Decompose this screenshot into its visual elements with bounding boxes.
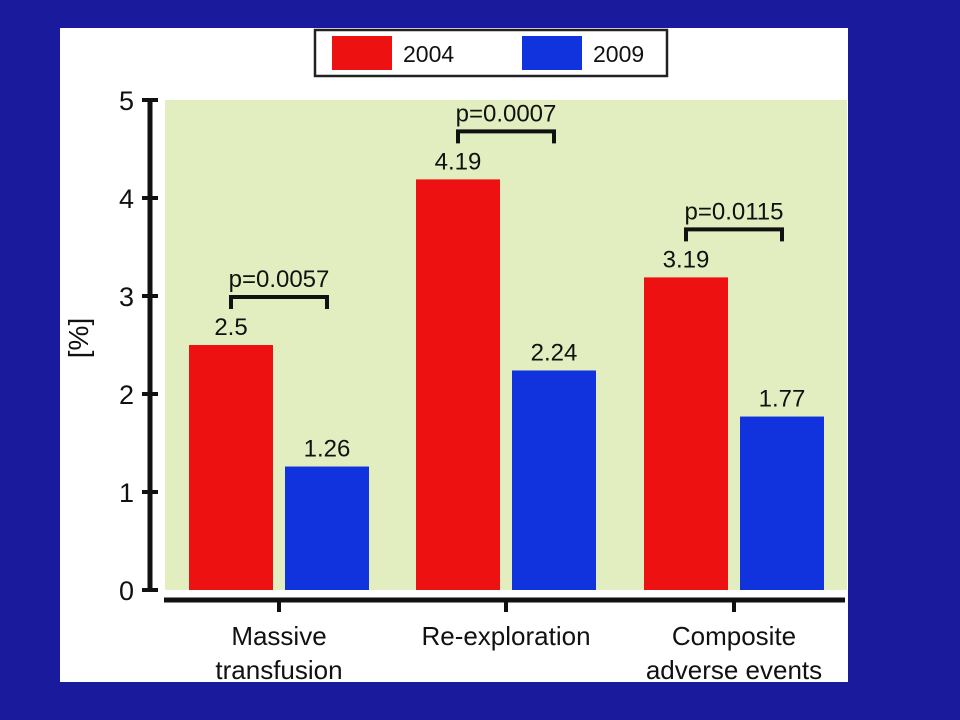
bar-value-label: 3.19 bbox=[663, 246, 710, 273]
y-tick-label: 2 bbox=[119, 380, 134, 410]
y-tick-label: 1 bbox=[119, 478, 134, 508]
x-tick-label: Re-exploration bbox=[421, 621, 590, 651]
legend-label-2004: 2004 bbox=[403, 41, 454, 67]
bar-2004 bbox=[416, 179, 500, 590]
y-tick-label: 3 bbox=[119, 282, 134, 312]
legend-swatch-2004 bbox=[332, 36, 392, 70]
p-value-bracket bbox=[684, 227, 784, 242]
y-tick-label: 5 bbox=[119, 86, 134, 116]
y-tick-label: 0 bbox=[119, 576, 134, 606]
legend-swatch-2009 bbox=[522, 36, 582, 70]
bar-value-label: 1.77 bbox=[759, 386, 806, 413]
x-tick-label: Massive bbox=[231, 621, 326, 651]
p-value-bracket bbox=[229, 295, 329, 309]
bar-2009 bbox=[512, 370, 596, 590]
y-axis: 0 1 2 3 4 5 bbox=[119, 86, 158, 606]
x-tick-label: transfusion bbox=[215, 655, 342, 682]
bar-2009 bbox=[740, 416, 824, 590]
bar-2004 bbox=[189, 345, 273, 590]
bar-value-label: 4.19 bbox=[435, 148, 482, 175]
y-tick-label: 4 bbox=[119, 184, 134, 214]
bar-2009 bbox=[285, 466, 369, 590]
chart-panel: 2004 2009 [%] 0 1 2 3 4 5 Massive transfusion R… bbox=[60, 28, 848, 682]
p-value-label: p=0.0057 bbox=[229, 266, 330, 293]
p-value-label: p=0.0007 bbox=[456, 100, 557, 127]
bar-2004 bbox=[644, 277, 728, 590]
x-tick-label: Composite bbox=[672, 621, 796, 651]
p-value-label: p=0.0115 bbox=[685, 198, 784, 225]
p-value-bracket bbox=[456, 129, 556, 144]
x-axis: Massive transfusion Re-exploration Composit… bbox=[164, 597, 845, 682]
bars: 2.5 1.26 4.19 2.24 3.19 1.77 bbox=[189, 148, 824, 590]
legend: 2004 2009 bbox=[313, 28, 669, 78]
bar-value-label: 1.26 bbox=[304, 436, 351, 463]
bar-chart: 2004 2009 [%] 0 1 2 3 4 5 Massive transfusion R… bbox=[63, 28, 847, 682]
legend-label-2009: 2009 bbox=[593, 41, 644, 67]
plot-area bbox=[165, 100, 847, 590]
y-axis-title: [%] bbox=[63, 318, 94, 358]
bar-value-label: 2.5 bbox=[214, 314, 247, 341]
bar-value-label: 2.24 bbox=[531, 339, 578, 366]
x-tick-label: adverse events bbox=[646, 655, 822, 682]
significance-annotations: p=0.0057 p=0.0007 p=0.0115 bbox=[229, 100, 784, 309]
